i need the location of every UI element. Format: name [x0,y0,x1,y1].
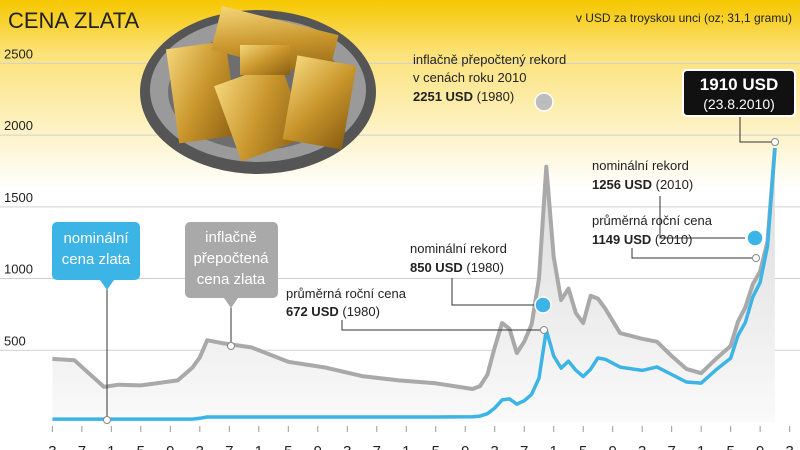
annotation-avg-1980: průměrná roční cena 672 USD (1980) [286,286,548,334]
annotation-text: 672 USD (1980) [286,304,380,319]
annotation-text: přepočtená [193,250,269,267]
annotation-text: průměrná roční cena [286,286,407,301]
x-tick-label: 9 [461,443,469,450]
x-tick-label: 1 [697,443,705,450]
annotation-text: inflačně [205,229,257,246]
x-tick-label: 7 [520,443,528,450]
annotation-record-1980: nominální rekord 850 USD (1980) [410,241,552,314]
y-tick-label: 2000 [4,118,33,133]
annotation-infl-record: inflačně přepočtený rekord v cenách roku… [413,52,566,112]
x-tick-label: 9 [756,443,764,450]
x-tick-label: 9 [166,443,174,450]
annotation-note: (2010) [656,177,694,192]
x-tick-label: 5 [726,443,734,450]
x-tick-label: 1 [107,443,115,450]
x-tick-label: 3 [785,443,793,450]
annotation-text: průměrná roční cena [592,213,713,228]
x-tick-label: 5 [284,443,292,450]
annotation-nominal: nominální cena zlata [52,222,140,424]
x-tick-label: 3 [48,443,56,450]
x-tick-label: 5 [579,443,587,450]
annotation-text: nominální rekord [592,158,689,173]
x-tick-label: 7 [373,443,381,450]
x-tick-label: 9 [314,443,322,450]
y-tick-label: 500 [4,333,26,348]
annotation-peak: 1910 USD (23.8.2010) [682,69,796,146]
annotation-text: 2251 USD (1980) [413,89,514,104]
annotation-note: (23.8.2010) [703,96,775,112]
y-tick-label: 2500 [4,46,33,61]
annotation-text: 1149 USD (2010) [592,232,692,247]
annotation-value: 850 USD [410,260,463,275]
x-tick-label: 1 [255,443,263,450]
x-tick-label: 3 [196,443,204,450]
x-tick-label: 7 [667,443,675,450]
annotation-text: cena zlata [62,251,131,268]
annotation-note: (1980) [342,304,380,319]
annotation-text: 1256 USD (2010) [592,177,693,192]
annotation-record-2010: nominální rekord 1256 USD (2010) [592,158,764,247]
series-line [52,147,777,391]
grid: 5001000150020002500371593715937159371593… [0,46,800,450]
annotation-text: nominální rekord [410,241,507,256]
x-tick-label: 5 [432,443,440,450]
annotation-text: 850 USD (1980) [410,260,504,275]
x-tick-label: 1 [402,443,410,450]
annotation-inflation: inflačně přepočtená cena zlata [185,222,278,350]
x-tick-label: 3 [638,443,646,450]
x-tick-label: 3 [343,443,351,450]
annotation-avg-2010: průměrná roční cena 1149 USD (2010) [592,213,760,262]
chart-title: CENA ZLATA [8,8,140,33]
annotation-note: (1980) [466,260,504,275]
annotation-note: (1980) [477,89,515,104]
area [52,148,775,422]
annotation-value: 1149 USD [592,232,651,247]
x-tick-label: 9 [609,443,617,450]
annotation-text: nominální [63,230,129,247]
annotation-text: inflačně přepočtený rekord [413,52,566,67]
chart-subtitle: v USD za troyskou unci (oz; 31,1 gramu) [576,11,792,25]
series-line [52,147,777,421]
x-tick-label: 5 [137,443,145,450]
annotation-text: v cenách roku 2010 [413,70,526,85]
gold-photo [140,6,376,174]
annotation-value: 672 USD [286,304,339,319]
annotation-value: 1910 USD [700,75,778,94]
annotation-note: (2010) [655,232,693,247]
plot [52,147,777,422]
x-tick-label: 7 [225,443,233,450]
annotation-text: cena zlata [197,271,266,288]
y-tick-label: 1000 [4,262,33,277]
annotation-value: 1256 USD [592,177,652,192]
annotation-value: 2251 USD [413,89,473,104]
y-tick-label: 1500 [4,190,33,205]
x-tick-label: 1 [550,443,558,450]
x-tick-label: 7 [78,443,86,450]
x-tick-label: 3 [491,443,499,450]
